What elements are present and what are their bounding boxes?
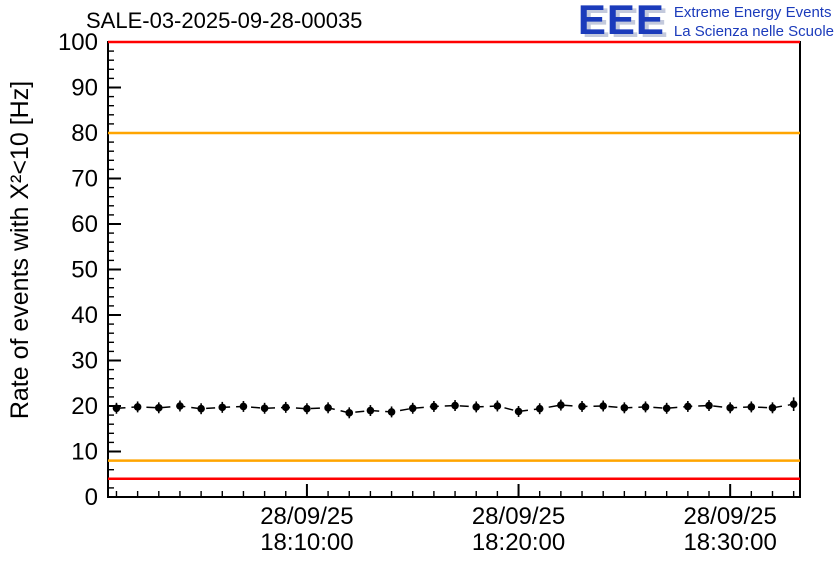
y-tick-label: 90 [71, 75, 98, 102]
data-point [218, 403, 227, 412]
y-tick-label: 10 [71, 439, 98, 466]
eee-logo-subtitles: Extreme Energy Events La Scienza nelle S… [674, 3, 834, 42]
data-line [116, 403, 794, 414]
logo-subtitle-2: La Scienza nelle Scuole [673, 22, 834, 40]
chart-title: SALE-03-2025-09-28-00035 [86, 8, 363, 33]
y-axis-label: Rate of events with X²<10 [Hz] [6, 81, 34, 419]
y-tick-label: 20 [71, 393, 98, 420]
data-point [345, 409, 354, 417]
x-tick-time: 18:30:00 [683, 529, 776, 556]
plot-frame [107, 41, 801, 498]
eee-logo-text: EEE [577, 0, 665, 43]
y-tick-label: 0 [85, 484, 98, 511]
data-point [408, 404, 417, 413]
y-tick-label: 50 [71, 257, 98, 284]
data-point [493, 402, 502, 410]
logo-subtitle-1: Extreme Energy Events [673, 4, 832, 21]
x-tick-time: 18:10:00 [260, 529, 353, 556]
data-point [154, 404, 163, 412]
x-tick-date: 28/09/25 [260, 503, 353, 530]
data-point [535, 404, 544, 413]
data-point [239, 402, 248, 411]
data-point [684, 402, 692, 411]
data-point [726, 404, 734, 412]
eee-logo: EEE Extreme Energy Events La Scienza nel… [577, 0, 834, 43]
data-point [430, 402, 438, 411]
data-point [620, 404, 629, 412]
data-point [662, 404, 671, 413]
data-point [281, 403, 290, 412]
data-point [303, 404, 311, 413]
data-point [789, 400, 798, 408]
data-point [133, 403, 142, 411]
data-point [176, 402, 184, 410]
data-point [514, 407, 523, 416]
x-tick-date: 28/09/25 [472, 503, 565, 530]
data-point [578, 402, 586, 411]
x-tick-time: 18:20:00 [472, 529, 565, 556]
data-point [197, 404, 205, 413]
data-point [705, 401, 713, 410]
x-tick-date: 28/09/25 [683, 503, 776, 530]
data-point [557, 401, 565, 409]
data-point [366, 406, 375, 415]
data-point [599, 402, 607, 410]
data-point [747, 403, 756, 411]
y-tick-label: 100 [58, 29, 98, 56]
data-point [260, 404, 269, 413]
data-point [451, 401, 459, 410]
data-point [324, 404, 332, 412]
data-point [641, 403, 650, 411]
data-point [768, 404, 777, 412]
data-point [112, 404, 121, 413]
y-tick-label: 40 [71, 302, 98, 329]
y-tick-label: 80 [71, 120, 98, 147]
y-tick-label: 60 [71, 211, 98, 238]
data-point [472, 403, 481, 411]
data-point [387, 408, 396, 416]
y-tick-label: 30 [71, 348, 98, 375]
y-tick-label: 70 [71, 166, 98, 193]
